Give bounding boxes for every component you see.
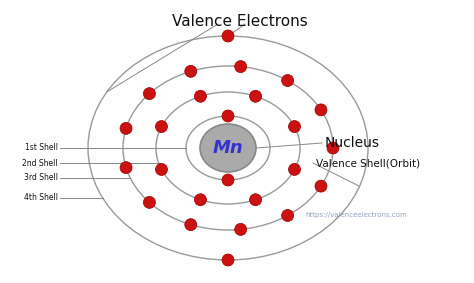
Circle shape (144, 196, 155, 208)
Text: https://valenceelectrons.com: https://valenceelectrons.com (305, 212, 407, 218)
Text: 2nd Shell: 2nd Shell (22, 158, 58, 168)
Circle shape (120, 122, 132, 134)
Circle shape (185, 65, 197, 77)
Circle shape (282, 74, 294, 87)
Circle shape (144, 88, 155, 100)
Circle shape (222, 30, 234, 42)
Text: Mn: Mn (213, 139, 243, 157)
Ellipse shape (200, 124, 256, 172)
Circle shape (222, 174, 234, 186)
Circle shape (194, 194, 207, 206)
Circle shape (289, 163, 301, 175)
Text: Valence Shell(Orbit): Valence Shell(Orbit) (316, 158, 420, 168)
Circle shape (194, 90, 207, 102)
Circle shape (155, 163, 167, 175)
Text: Valence Electrons: Valence Electrons (172, 14, 308, 29)
Circle shape (185, 219, 197, 231)
Circle shape (282, 209, 294, 222)
Circle shape (235, 223, 246, 235)
Circle shape (315, 180, 327, 192)
Circle shape (249, 90, 262, 102)
Text: 4th Shell: 4th Shell (24, 194, 58, 203)
Text: 1st Shell: 1st Shell (25, 143, 58, 153)
Circle shape (327, 142, 339, 154)
Circle shape (289, 121, 301, 132)
Circle shape (235, 61, 246, 73)
Circle shape (155, 121, 167, 132)
Circle shape (315, 104, 327, 116)
Circle shape (120, 162, 132, 174)
Circle shape (222, 254, 234, 266)
Circle shape (249, 194, 262, 206)
Text: Nucleus: Nucleus (325, 136, 380, 150)
Text: 3rd Shell: 3rd Shell (24, 173, 58, 183)
Circle shape (222, 110, 234, 122)
